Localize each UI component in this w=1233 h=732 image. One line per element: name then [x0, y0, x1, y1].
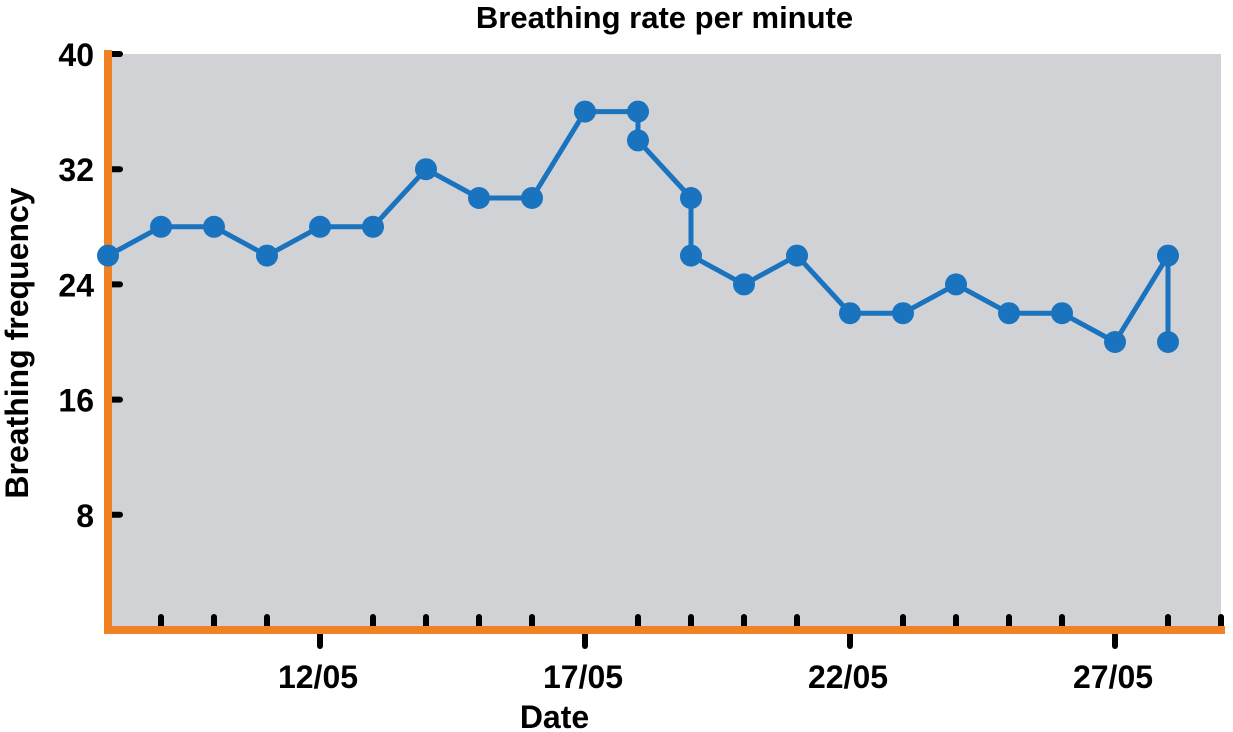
data-point — [1157, 331, 1179, 353]
x-axis-title: Date — [520, 699, 589, 732]
data-point — [1104, 331, 1126, 353]
data-point — [574, 100, 596, 123]
data-point — [468, 187, 490, 209]
x-tick-label: 12/05 — [278, 659, 358, 695]
data-point — [1051, 302, 1073, 325]
data-point — [680, 187, 702, 209]
data-point — [786, 244, 808, 267]
data-point — [1157, 244, 1179, 267]
data-point — [150, 215, 172, 238]
y-tick-label: 16 — [58, 383, 94, 419]
y-tick-label: 40 — [58, 37, 94, 73]
data-point — [733, 273, 755, 296]
y-tick-label: 8 — [76, 498, 94, 534]
data-point — [627, 129, 649, 152]
data-point — [680, 244, 702, 267]
data-series — [97, 100, 1179, 353]
x-tick-label: 17/05 — [543, 659, 623, 695]
data-point — [945, 273, 967, 296]
data-point — [998, 302, 1020, 325]
y-axis-title: Breathing frequency — [0, 187, 35, 498]
tick-labels: 8 16 24 32 40 12/05 17/05 22/05 27/05 — [58, 37, 1153, 695]
data-point — [521, 187, 543, 209]
y-tick-label: 32 — [58, 152, 94, 188]
axes — [104, 50, 1225, 634]
plot-background — [108, 54, 1221, 630]
data-point — [256, 244, 278, 267]
data-point — [97, 244, 119, 267]
data-point — [309, 215, 331, 238]
data-point — [362, 215, 384, 238]
data-point — [627, 100, 649, 123]
x-tick-label: 27/05 — [1073, 659, 1153, 695]
data-point — [892, 302, 914, 325]
data-point — [415, 158, 437, 181]
data-point — [203, 215, 225, 238]
data-point — [839, 302, 861, 325]
chart-title: Breathing rate per minute — [475, 0, 854, 35]
x-tick-label: 22/05 — [808, 659, 888, 695]
y-tick-label: 24 — [58, 267, 94, 303]
